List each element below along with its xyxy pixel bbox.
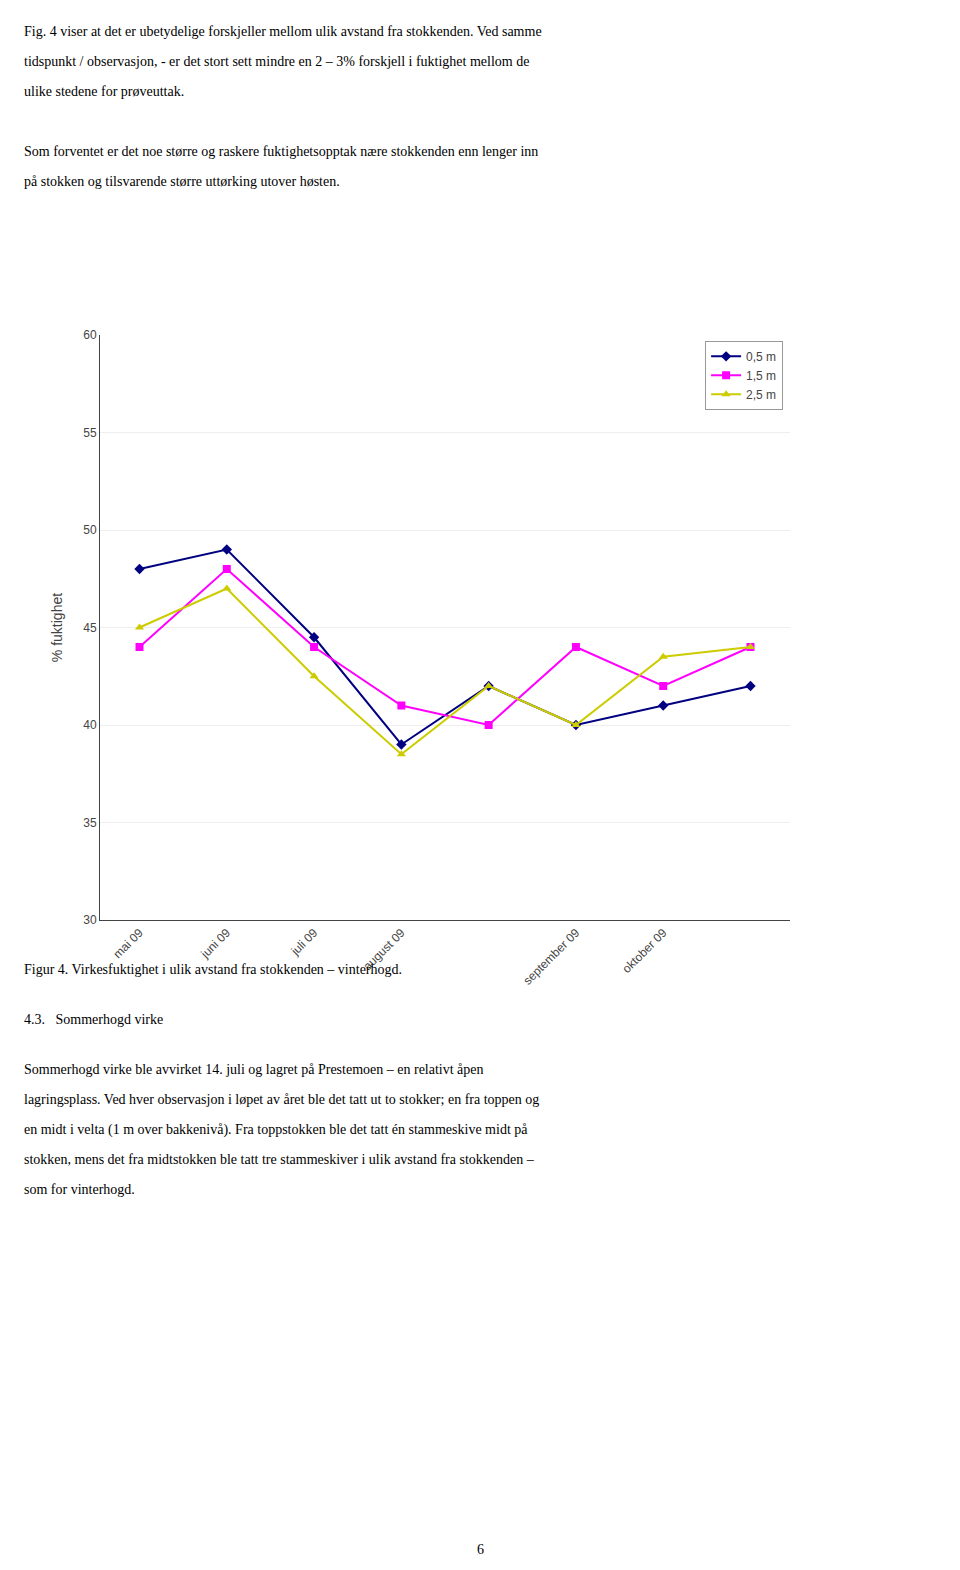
svg-text:juni 09: juni 09 xyxy=(198,926,234,962)
svg-text:på stokken og tilsvarende stør: på stokken og tilsvarende større uttørki… xyxy=(24,174,340,189)
svg-text:35: 35 xyxy=(83,816,97,830)
svg-text:4.3. Sommerhogd virke: 4.3. Sommerhogd virke xyxy=(24,1012,163,1027)
svg-text:lagringsplass. Ved hver observ: lagringsplass. Ved hver observasjon i lø… xyxy=(24,1092,539,1107)
svg-text:6: 6 xyxy=(477,1542,484,1557)
svg-text:september 09: september 09 xyxy=(520,926,582,988)
svg-text:2,5 m: 2,5 m xyxy=(746,388,776,402)
svg-text:Sommerhogd virke ble avvirket: Sommerhogd virke ble avvirket 14. juli o… xyxy=(24,1062,484,1077)
svg-text:tidspunkt / observasjon, - er: tidspunkt / observasjon, - er det stort … xyxy=(24,54,529,69)
svg-text:55: 55 xyxy=(83,426,97,440)
svg-text:50: 50 xyxy=(83,523,97,537)
svg-text:1,5 m: 1,5 m xyxy=(746,369,776,383)
svg-text:Fig. 4 viser at det er ubetyde: Fig. 4 viser at det er ubetydelige forsk… xyxy=(24,24,542,39)
svg-text:Som forventet er det noe størr: Som forventet er det noe større og raske… xyxy=(24,144,538,159)
svg-text:som for vinterhogd.: som for vinterhogd. xyxy=(24,1182,135,1197)
svg-text:30: 30 xyxy=(83,913,97,927)
svg-text:% fuktighet: % fuktighet xyxy=(49,593,65,662)
svg-text:0,5 m: 0,5 m xyxy=(746,350,776,364)
svg-text:august 09: august 09 xyxy=(361,926,408,973)
svg-text:40: 40 xyxy=(83,718,97,732)
svg-text:oktober 09: oktober 09 xyxy=(620,926,670,976)
svg-text:stokken, mens det fra midtstok: stokken, mens det fra midtstokken ble ta… xyxy=(24,1152,535,1167)
svg-text:en midt i velta (1 m over bakk: en midt i velta (1 m over bakkenivå). Fr… xyxy=(24,1122,528,1138)
svg-text:Figur 4. Virkesfuktighet i uli: Figur 4. Virkesfuktighet i ulik avstand … xyxy=(24,962,402,977)
svg-text:60: 60 xyxy=(83,328,97,342)
svg-text:45: 45 xyxy=(83,621,97,635)
svg-text:mai 09: mai 09 xyxy=(110,926,146,962)
svg-text:juli 09: juli 09 xyxy=(288,926,321,959)
svg-text:ulike stedene for prøveuttak.: ulike stedene for prøveuttak. xyxy=(24,84,184,99)
